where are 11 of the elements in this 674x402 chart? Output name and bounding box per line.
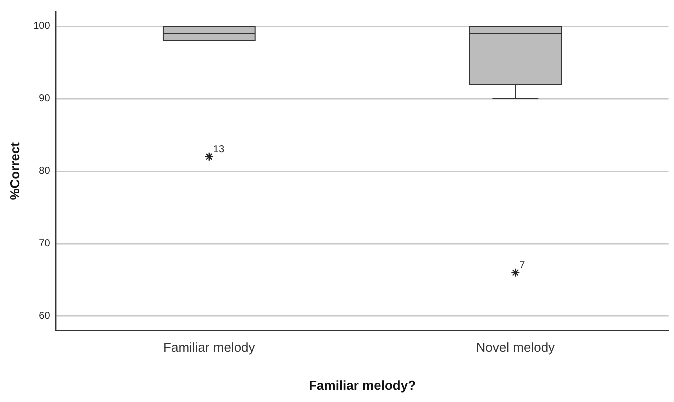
y-tick-label: 60 <box>39 311 51 322</box>
y-tick-label: 70 <box>39 238 51 250</box>
x-tick-label: Familiar melody <box>164 340 256 356</box>
annotation: 7 <box>520 260 526 272</box>
annotation: 13 <box>213 144 225 156</box>
y-axis-title: %Correct <box>7 142 22 200</box>
x-axis-title: Familiar melody? <box>309 378 416 393</box>
y-tick-label: 80 <box>39 166 51 178</box>
y-tick-label: 90 <box>39 94 51 105</box>
y-tick-label: 100 <box>34 21 51 32</box>
x-tick-label: Novel melody <box>476 340 556 356</box>
